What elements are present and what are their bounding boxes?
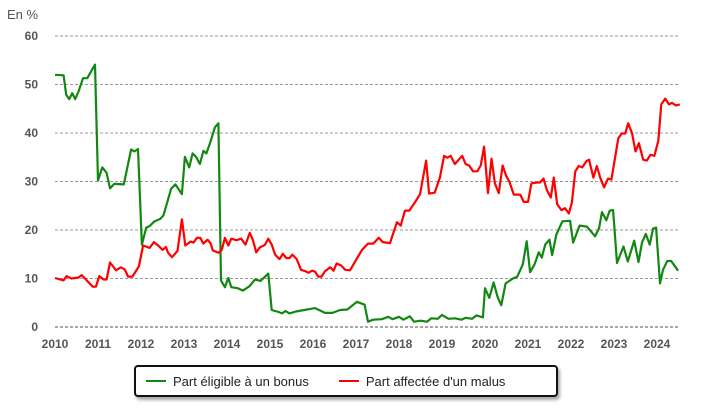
- x-tick-label: 2013: [171, 337, 198, 351]
- x-tick-label: 2011: [85, 337, 111, 351]
- y-tick-label: 60: [25, 29, 39, 43]
- x-tick-label: 2014: [214, 337, 241, 351]
- x-tick-label: 2017: [343, 337, 370, 351]
- x-tick-label: 2019: [429, 337, 456, 351]
- legend-item-bonus: Part éligible à un bonus: [146, 374, 309, 389]
- y-tick-label: 10: [25, 272, 39, 286]
- legend-swatch-malus: [338, 380, 359, 382]
- y-axis-unit-label: En %: [7, 7, 39, 22]
- x-tick-label: 2021: [515, 337, 542, 351]
- legend-item-malus: Part affectée d'un malus: [338, 373, 506, 389]
- y-tick-label: 30: [25, 175, 39, 189]
- legend-swatch-bonus: [146, 380, 166, 382]
- x-tick-label: 2010: [42, 337, 69, 351]
- x-tick-label: 2016: [300, 337, 327, 351]
- x-tick-label: 2018: [386, 337, 413, 351]
- legend: Part éligible à un bonus Part affectée d…: [134, 365, 558, 397]
- x-tick-label: 2012: [128, 337, 155, 351]
- x-tick-label: 2023: [601, 337, 628, 351]
- x-tick-label: 2015: [257, 337, 284, 351]
- series-line-bonus: [54, 63, 679, 323]
- legend-label-bonus: Part éligible à un bonus: [173, 373, 309, 389]
- y-tick-label: 20: [25, 223, 39, 237]
- legend-label-malus: Part affectée d'un malus: [365, 373, 506, 389]
- x-tick-label: 2020: [472, 337, 499, 351]
- y-tick-label: 40: [25, 126, 39, 140]
- x-tick-label: 2022: [558, 337, 585, 351]
- x-tick-label: 2024: [644, 337, 671, 351]
- series-line-malus: [54, 97, 681, 288]
- y-tick-label: 50: [25, 78, 39, 92]
- y-tick-label: 0: [31, 320, 38, 334]
